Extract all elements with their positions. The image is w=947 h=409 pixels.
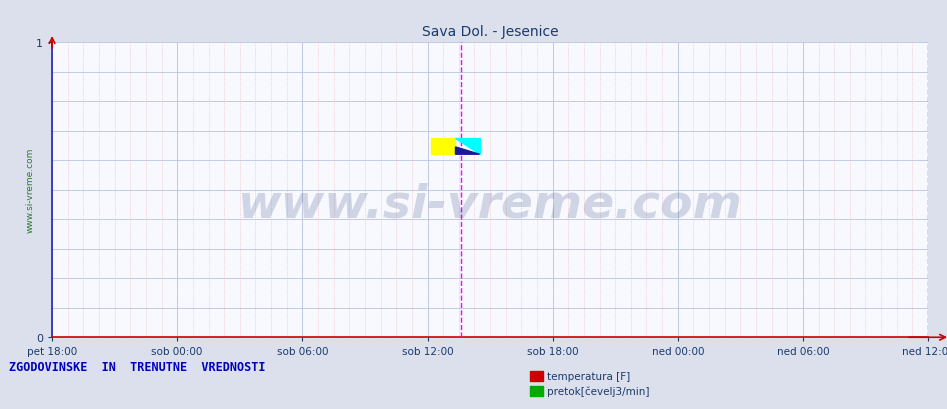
Bar [432,139,456,155]
Bar [530,371,543,381]
Polygon shape [456,139,479,155]
Text: ZGODOVINSKE  IN  TRENUTNE  VREDNOSTI: ZGODOVINSKE IN TRENUTNE VREDNOSTI [9,360,266,373]
Polygon shape [456,148,479,155]
Bar [530,386,543,396]
Y-axis label: www.si-vreme.com: www.si-vreme.com [26,148,35,233]
Text: www.si-vreme.com: www.si-vreme.com [238,182,742,227]
Text: temperatura [F]: temperatura [F] [547,371,631,381]
Title: Sava Dol. - Jesenice: Sava Dol. - Jesenice [421,25,559,39]
Text: pretok[čevelj3/min]: pretok[čevelj3/min] [547,385,650,396]
